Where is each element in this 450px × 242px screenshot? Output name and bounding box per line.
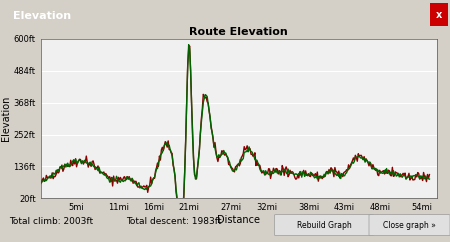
Title: Route Elevation: Route Elevation — [189, 27, 288, 37]
Text: x: x — [436, 9, 442, 20]
Text: Total climb: 2003ft: Total climb: 2003ft — [9, 217, 93, 226]
Y-axis label: Elevation: Elevation — [0, 96, 11, 141]
Bar — [430, 3, 448, 26]
Text: Elevation: Elevation — [14, 11, 72, 21]
FancyBboxPatch shape — [369, 215, 450, 235]
Text: Rebuild Graph: Rebuild Graph — [297, 220, 351, 230]
Text: Close graph »: Close graph » — [383, 220, 436, 230]
Text: Total descent: 1983ft: Total descent: 1983ft — [126, 217, 221, 226]
X-axis label: Distance: Distance — [217, 215, 260, 225]
FancyBboxPatch shape — [274, 215, 374, 235]
